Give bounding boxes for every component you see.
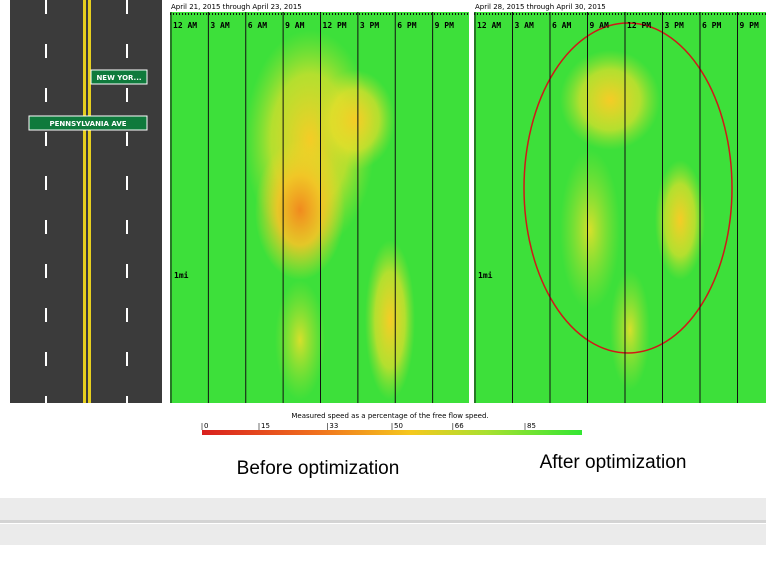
time-label: 3 PM [360,21,379,30]
time-label: 12 PM [627,21,651,30]
time-label: 3 AM [515,21,534,30]
time-label: 6 PM [702,21,721,30]
time-label: 9 AM [285,21,304,30]
time-label: 3 PM [665,21,684,30]
time-label: 6 AM [248,21,267,30]
footer-divider [0,520,766,523]
road: NEW YOR... PENNSYLVANIA AVE [10,0,162,403]
heatmap-before [170,12,469,403]
time-label: 9 PM [740,21,759,30]
legend-bar [202,430,582,435]
road-sign: PENNSYLVANIA AVE [49,120,126,128]
caption: Before optimization [237,458,400,479]
time-label: 12 PM [323,21,347,30]
time-label: 9 AM [590,21,609,30]
legend-tick-label: 0 [204,422,208,430]
legend-tick-label: 66 [455,422,464,430]
highlight-ellipse [523,22,733,354]
date-range: April 21, 2015 through April 23, 2015 [171,3,302,11]
time-label: 12 AM [173,21,197,30]
legend-tick-label: 15 [261,422,270,430]
date-range: April 28, 2015 through April 30, 2015 [475,3,606,11]
caption: After optimization [540,452,687,473]
legend-tick-label: 33 [329,422,338,430]
time-label: 6 PM [397,21,416,30]
footer-bar [0,524,766,545]
time-label: 3 AM [210,21,229,30]
distance-label: 1mi [478,270,493,280]
distance-label: 1mi [174,270,189,280]
heatmap-after [474,12,766,403]
time-label: 12 AM [477,21,501,30]
footer-bar [0,498,766,520]
time-label: 9 PM [435,21,454,30]
time-label: 6 AM [552,21,571,30]
road-sign: NEW YOR... [96,74,141,82]
legend-title: Measured speed as a percentage of the fr… [291,412,488,420]
legend-tick-label: 50 [394,422,403,430]
legend-tick-label: 85 [527,422,536,430]
